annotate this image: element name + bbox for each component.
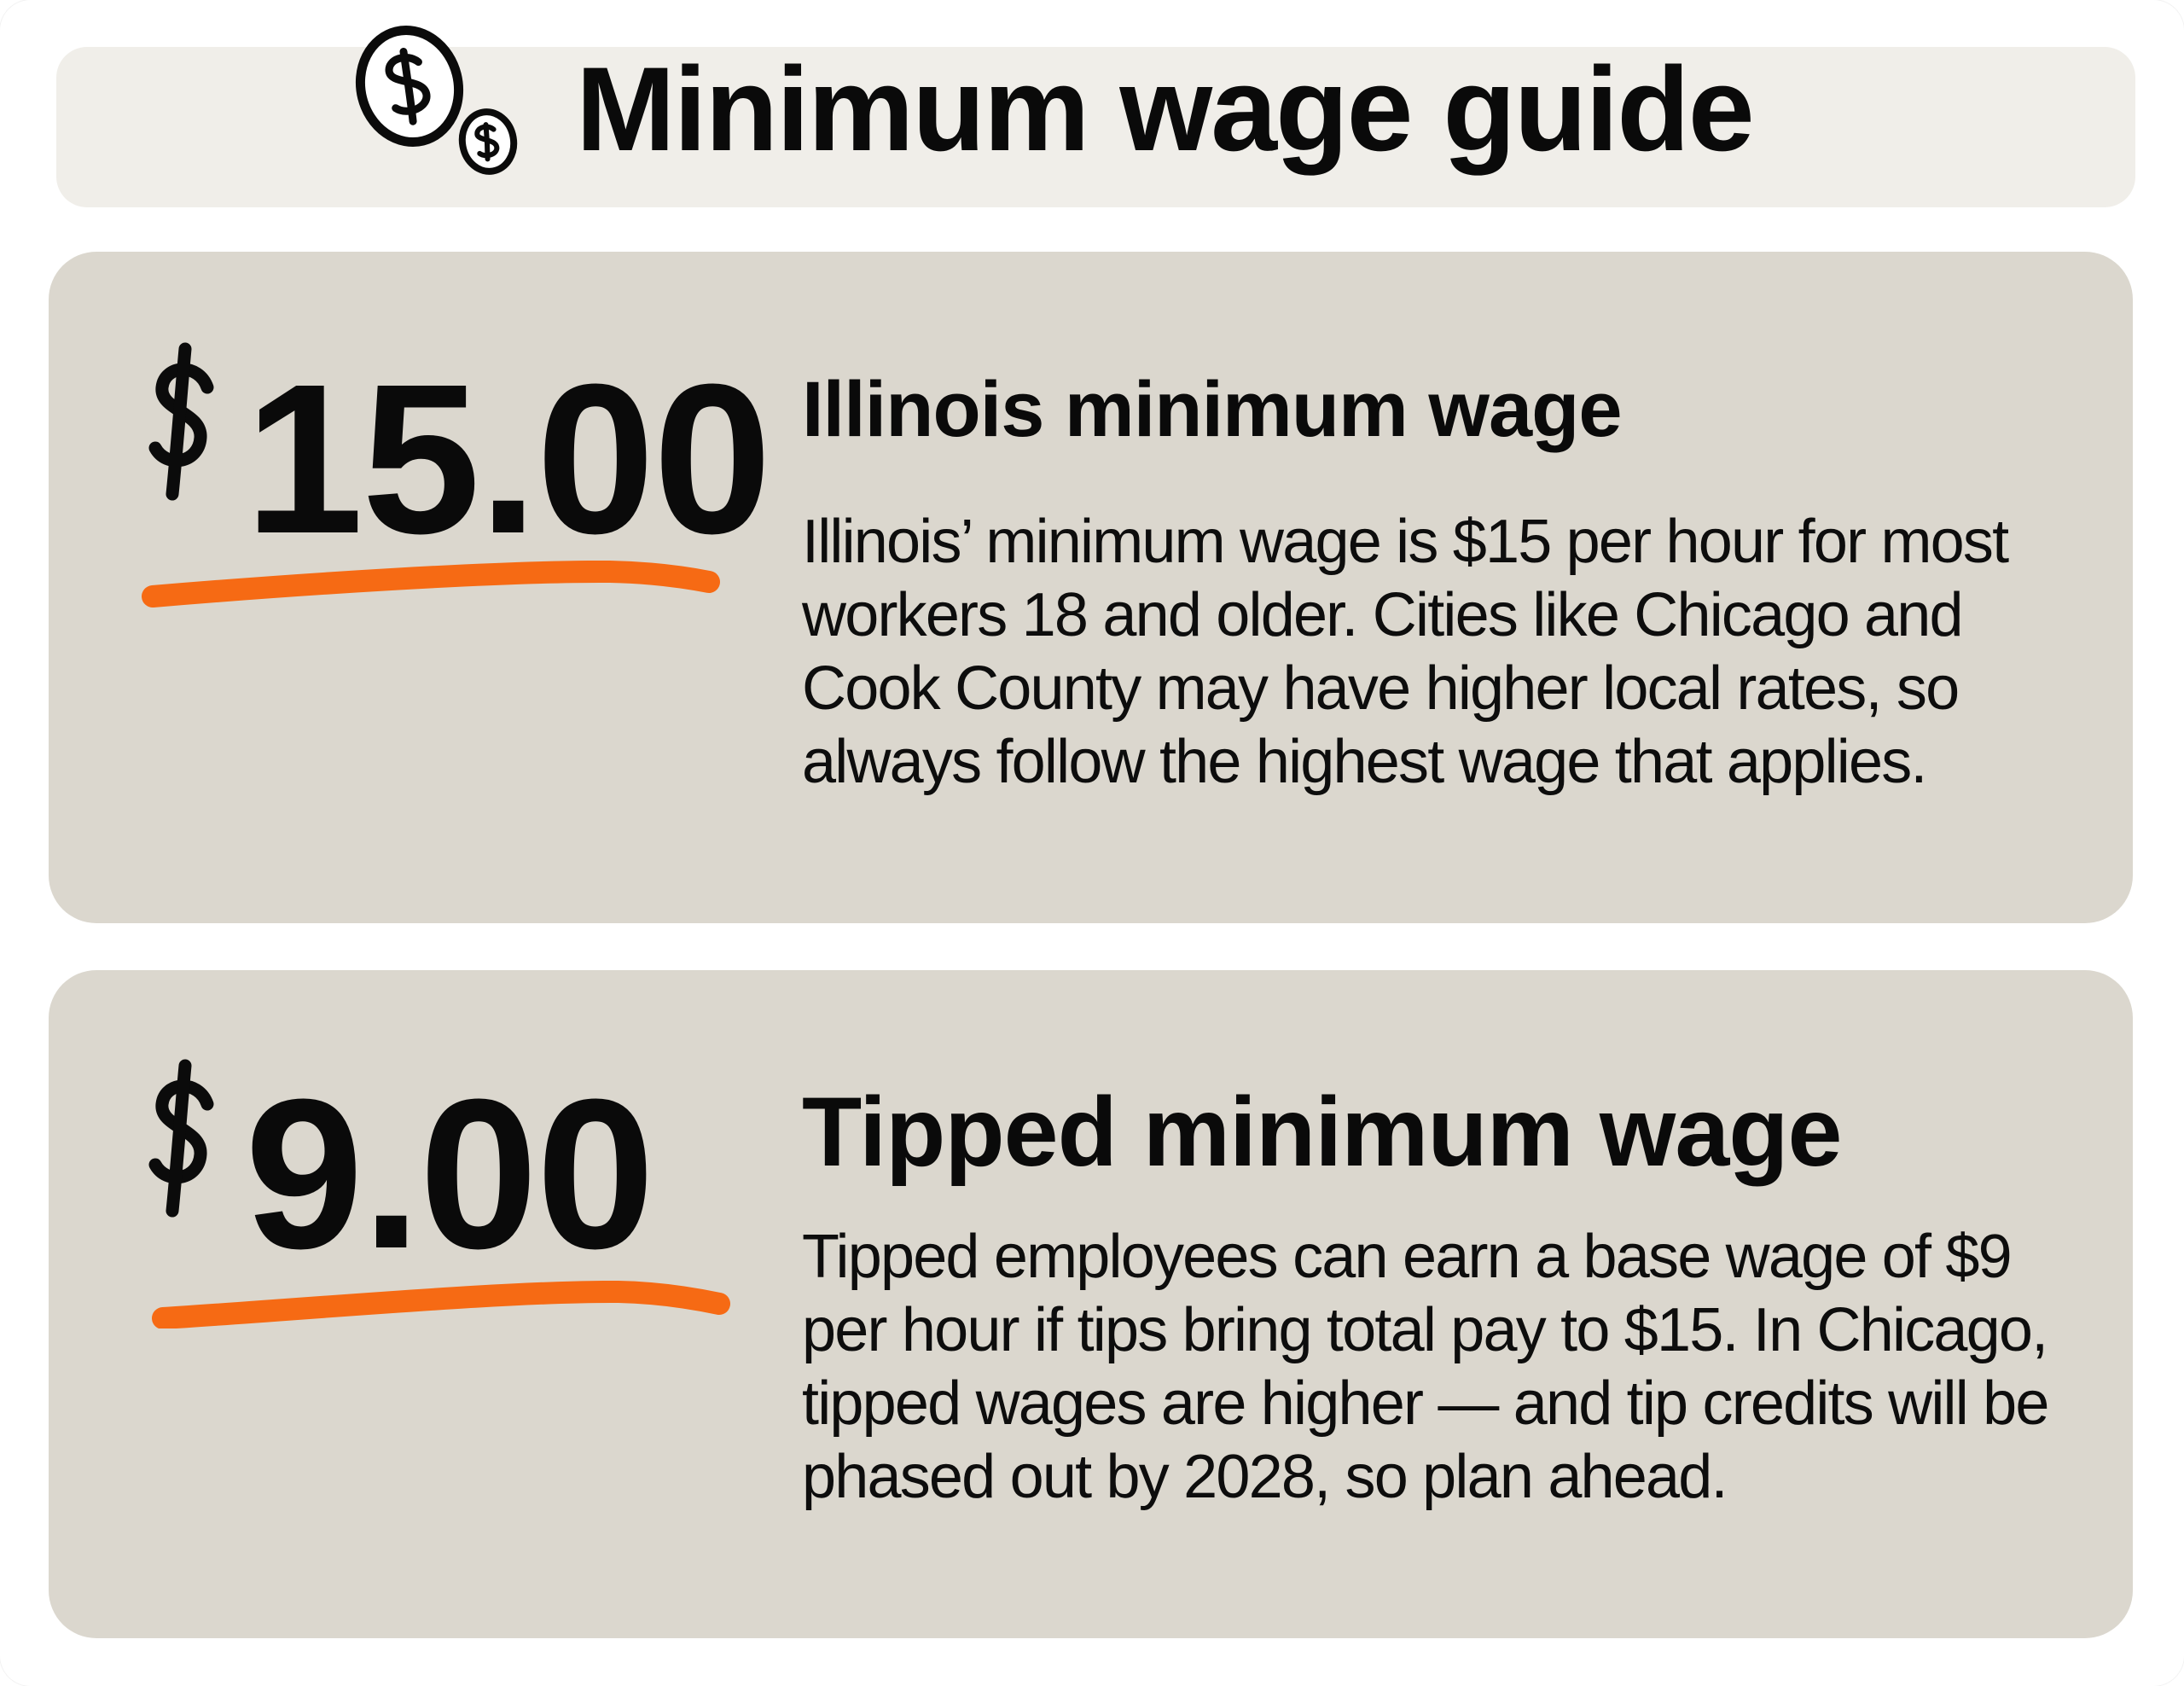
orange-underline-decoration (142, 561, 720, 608)
tipped-minimum-wage-card: 9.00 Tipped minimum wage Tipped employee… (49, 970, 2133, 1638)
amount-value: 9.00 (245, 1055, 655, 1293)
orange-underline-decoration (152, 1281, 730, 1328)
hand-drawn-dollar-icon (148, 1059, 214, 1218)
card-body: Tipped employees can earn a base wage of… (802, 1223, 2049, 1511)
card-body: Illinois’ minimum wage is $15 per hour f… (802, 508, 2009, 796)
page-title: Minimum wage guide (576, 42, 1755, 176)
card-heading: Tipped minimum wage (802, 1078, 1842, 1187)
amount-value: 15.00 (245, 340, 772, 578)
hand-drawn-dollar-icon (148, 342, 214, 501)
coins-icon (355, 25, 518, 175)
illinois-minimum-wage-card: 15.00 Illinois minimum wage Illinois’ mi… (49, 252, 2133, 923)
card-heading: Illinois minimum wage (802, 366, 1622, 453)
